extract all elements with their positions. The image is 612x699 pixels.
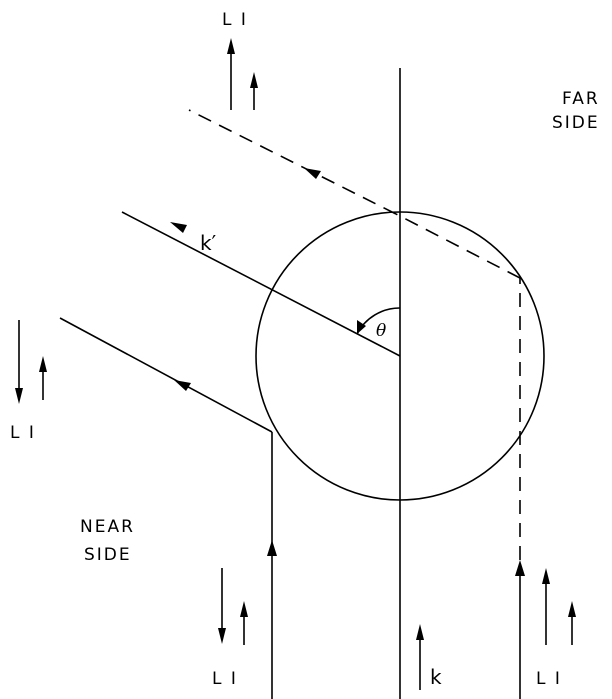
deflected-ray-center xyxy=(121,211,401,357)
far-side-label-line2: SIDE xyxy=(552,113,600,133)
far-side-exit-ray xyxy=(188,109,397,215)
k-prime-label: k′ xyxy=(200,231,217,255)
k-arrowhead xyxy=(416,624,424,640)
near-side-incoming-arrowhead xyxy=(267,540,277,556)
bottom-left-i-arrowhead xyxy=(240,601,248,617)
li-bottom-right-label: L I xyxy=(536,669,562,689)
theta-arc-arrowhead xyxy=(357,320,366,334)
far-side-incoming-arrowhead xyxy=(515,560,525,576)
far-side-exit-arrowhead xyxy=(304,168,321,179)
near-side-label-line1: NEAR xyxy=(80,517,135,537)
bottom-right-l-arrowhead xyxy=(542,568,550,584)
near-side-reflected-arrowhead xyxy=(174,380,191,391)
left-i-arrowhead xyxy=(39,356,47,372)
li-left-label: L I xyxy=(10,423,36,443)
bottom-right-i-arrowhead xyxy=(568,601,576,617)
left-l-arrowhead xyxy=(15,388,23,404)
theta-label: θ xyxy=(376,321,386,341)
top-i-arrowhead xyxy=(250,72,258,88)
near-side-label-line2: SIDE xyxy=(84,545,132,565)
k-prime-arrowhead xyxy=(170,222,187,233)
top-l-arrowhead xyxy=(227,38,235,54)
far-side-label-line1: FAR xyxy=(562,89,600,109)
bottom-left-l-arrowhead xyxy=(218,628,226,644)
li-top-label: L I xyxy=(222,10,248,30)
near-side-reflected-ray xyxy=(59,317,273,433)
li-bottom-left-label: L I xyxy=(212,669,238,689)
far-side-internal-chord xyxy=(395,213,521,279)
k-label: k xyxy=(430,665,442,689)
